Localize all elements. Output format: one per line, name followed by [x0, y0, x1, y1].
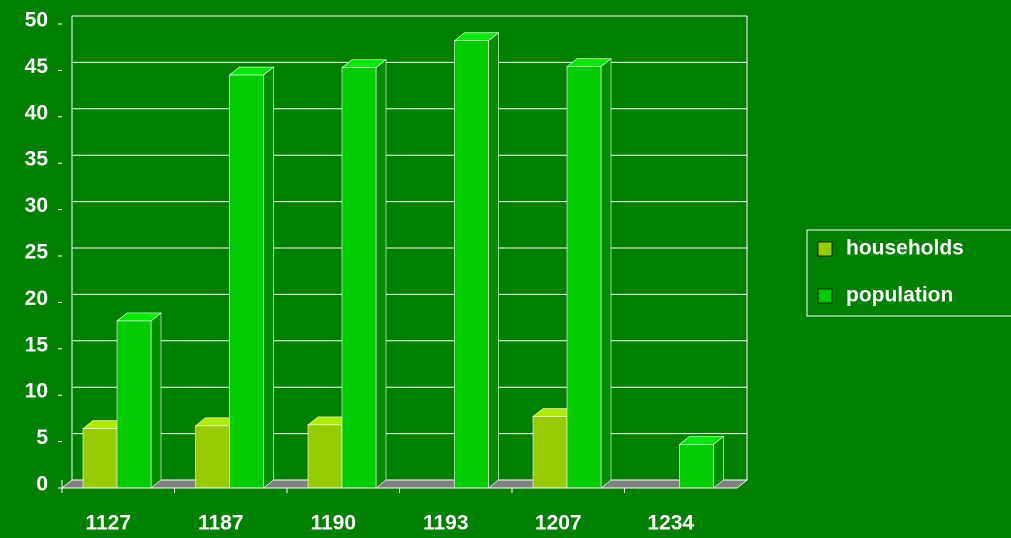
y-tick-label: 20 — [25, 287, 48, 310]
bar-side — [263, 66, 274, 489]
bar — [566, 66, 602, 489]
y-tick-label: 45 — [25, 55, 49, 78]
y-tick-label: 0 — [36, 473, 48, 496]
bar — [229, 74, 264, 489]
bar-side — [600, 58, 612, 489]
legend-swatch — [817, 241, 833, 257]
legend-swatch — [817, 288, 833, 304]
bar — [341, 67, 377, 489]
y-tick-label: 30 — [25, 194, 48, 217]
bar — [307, 424, 343, 489]
y-tick-label: 5 — [36, 426, 48, 449]
bar — [532, 416, 568, 489]
x-tick-label: 1193 — [423, 512, 469, 535]
y-tick-label: 15 — [25, 333, 49, 356]
bar — [454, 40, 489, 489]
legend-box — [806, 229, 1011, 317]
x-tick-label: 1187 — [198, 512, 244, 535]
bar — [82, 428, 118, 489]
x-tick-label: 1127 — [85, 512, 131, 535]
bar — [195, 425, 230, 489]
bar — [116, 320, 152, 489]
y-tick-label: 35 — [25, 148, 49, 171]
x-tick-label: 1190 — [310, 512, 356, 535]
x-tick-label: 1234 — [647, 512, 694, 535]
y-tick-label: 50 — [25, 9, 48, 32]
bar-side — [150, 312, 162, 489]
legend-label: population — [846, 284, 953, 307]
floor — [60, 479, 749, 489]
x-tick-label: 1207 — [535, 512, 582, 535]
y-tick-label: 25 — [25, 241, 49, 264]
bar-side — [713, 435, 724, 489]
bar-side — [375, 58, 387, 489]
y-tick-label: 40 — [25, 101, 48, 124]
bar — [679, 444, 714, 489]
bar-side — [488, 32, 499, 489]
legend-label: households — [846, 237, 964, 260]
y-tick-label: 10 — [25, 380, 48, 403]
